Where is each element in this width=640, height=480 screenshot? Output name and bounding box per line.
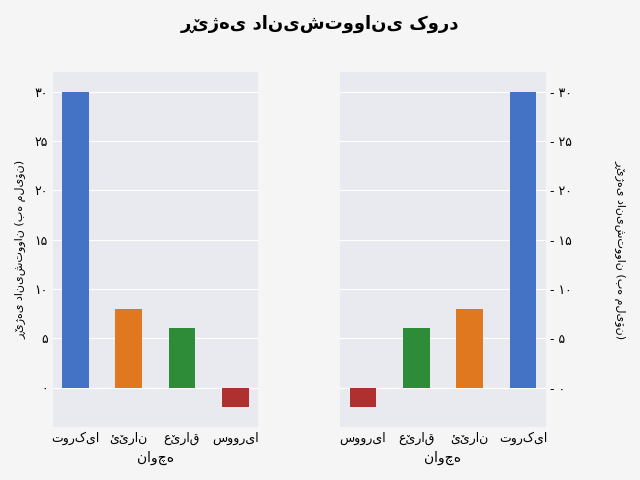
Bar — [222, 387, 249, 407]
X-axis label: ناوچە: ناوچە — [424, 451, 461, 465]
Bar — [456, 309, 483, 387]
Y-axis label: ڕێژەی دانیشتووان (بە ملیۆن): ڕێژەی دانیشتووان (بە ملیۆن) — [614, 160, 625, 339]
Bar — [168, 328, 195, 387]
Bar — [509, 92, 536, 387]
Y-axis label: ڕێژەی دانیشتووان (بە ملیۆن): ڕێژەی دانیشتووان (بە ملیۆن) — [15, 160, 26, 339]
Bar — [403, 328, 429, 387]
X-axis label: ناوچە: ناوچە — [137, 451, 174, 465]
Bar — [349, 387, 376, 407]
Text: ڕێژەی دانیشتووانی کورد: ڕێژەی دانیشتووانی کورد — [180, 14, 460, 33]
Bar — [62, 92, 88, 387]
Bar — [115, 309, 142, 387]
